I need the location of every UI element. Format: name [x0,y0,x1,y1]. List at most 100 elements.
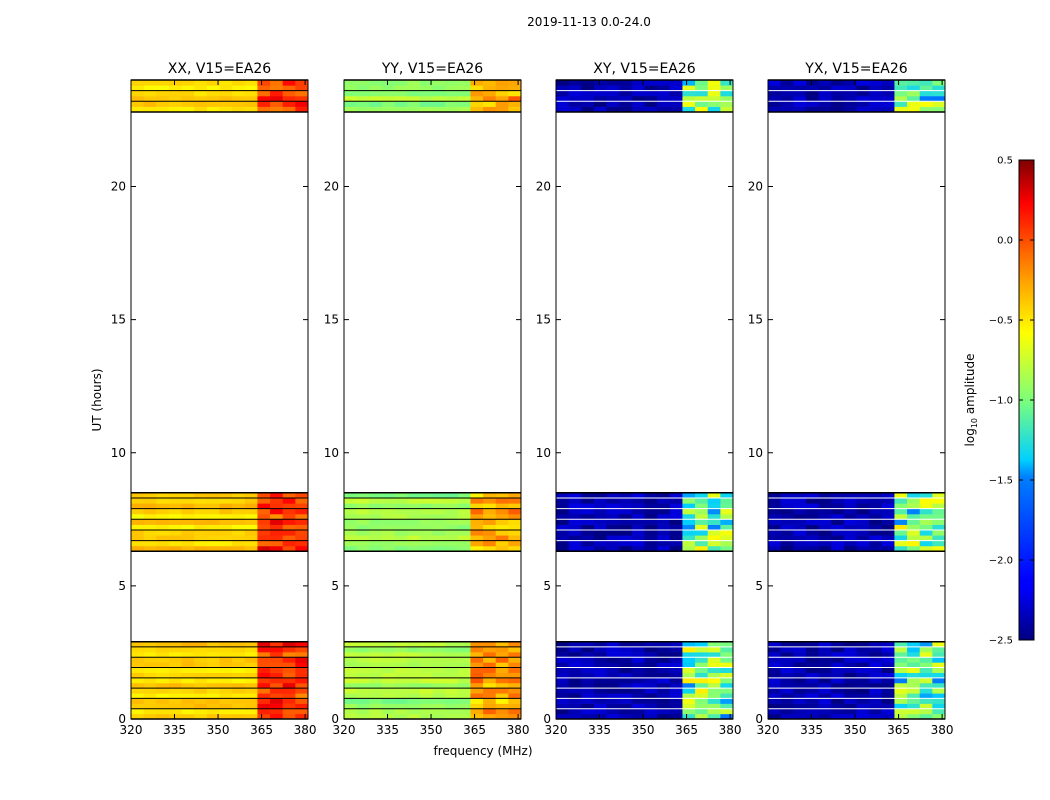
heatmap-cell [232,698,246,704]
heatmap-cell [695,540,709,547]
heatmap-cell [669,95,683,102]
heatmap-cell [143,90,157,97]
heatmap-cell [780,80,794,86]
heatmap-cell [793,688,807,694]
heatmap-cell [143,508,157,515]
heatmap-cell [131,698,145,704]
heatmap-cell [631,524,645,531]
heatmap-cell [669,80,683,86]
heatmap-cell [720,80,734,86]
heatmap-cell [695,508,709,515]
heatmap-cell [869,672,883,679]
heatmap-cell [219,677,233,684]
heatmap-cell [232,90,246,97]
heatmap-cell [831,524,845,531]
heatmap-cell [619,682,633,689]
heatmap-cell [156,693,170,699]
heatmap-cell [932,535,946,541]
heatmap-cell [581,529,595,536]
colorbar-tick-label: −2.0 [989,556,1013,567]
heatmap-cell [568,508,582,515]
heatmap-cell [295,646,309,653]
heatmap-cell [407,503,421,509]
heatmap-cell [168,513,182,520]
heatmap-cell [644,688,658,694]
heatmap-cell [556,503,570,509]
heatmap-cell [856,90,870,97]
heatmap-cell [644,529,658,536]
heatmap-cell [695,662,709,668]
heatmap-cell [568,698,582,704]
heatmap-cell [869,513,883,520]
heatmap-cell [356,85,370,91]
heatmap-cell [282,513,296,520]
heatmap-cell [131,535,145,541]
heatmap-cell [619,85,633,91]
heatmap-cell [381,545,395,552]
heatmap-cell [843,529,857,536]
heatmap-cell [181,652,195,658]
heatmap-cell [695,646,709,653]
heatmap-cell [445,698,459,704]
heatmap-cell [556,529,570,536]
heatmap-cell [495,703,509,710]
heatmap-cell [593,641,607,648]
heatmap-cell [206,677,220,684]
heatmap-cell [768,540,782,547]
heatmap-cell [768,529,782,536]
heatmap-cell [432,508,446,515]
heatmap-cell [483,106,497,113]
heatmap-cell [644,80,658,86]
heatmap-cell [206,529,220,536]
heatmap-cell [619,540,633,547]
heatmap-cell [369,693,383,699]
heatmap-cell [495,698,509,704]
heatmap-cell [168,535,182,541]
heatmap-cell [131,540,145,547]
heatmap-cell [818,95,832,102]
heatmap-cell [894,693,908,699]
heatmap-cell [194,641,208,648]
heatmap-cell [232,708,246,715]
heatmap-cell [556,85,570,91]
heatmap-cell [508,508,522,515]
heatmap-cell [257,698,271,704]
heatmap-cell [369,95,383,102]
heatmap-cell [768,698,782,704]
heatmap-cell [394,90,408,97]
heatmap-cell [568,677,582,684]
heatmap-cell [869,652,883,658]
heatmap-cell [593,698,607,704]
heatmap-cell [457,677,471,684]
heatmap-cell [381,708,395,715]
heatmap-cell [495,80,509,86]
heatmap-cell [369,688,383,694]
heatmap-cell [156,503,170,509]
heatmap-cell [432,513,446,520]
heatmap-cell [707,708,721,715]
heatmap-cell [768,693,782,699]
heatmap-cell [168,80,182,86]
heatmap-cell [657,693,671,699]
heatmap-cell [619,508,633,515]
heatmap-cell [818,529,832,536]
heatmap-cell [508,498,522,504]
heatmap-cell [344,713,358,720]
heatmap-cell [631,672,645,679]
heatmap-cell [768,545,782,552]
heatmap-cell [483,492,497,499]
y-tick-label: 0 [543,712,551,726]
heatmap-cell [919,677,933,684]
heatmap-cell [219,535,233,541]
heatmap-cell [644,540,658,547]
heatmap-cell [568,492,582,499]
heatmap-cell [831,85,845,91]
heatmap-cell [768,682,782,689]
heatmap-cell [244,508,258,515]
heatmap-cell [682,101,696,107]
heatmap-cell [856,529,870,536]
heatmap-cell [881,662,895,668]
heatmap-cell [470,688,484,694]
heatmap-cell [707,657,721,663]
heatmap-cell [768,524,782,531]
